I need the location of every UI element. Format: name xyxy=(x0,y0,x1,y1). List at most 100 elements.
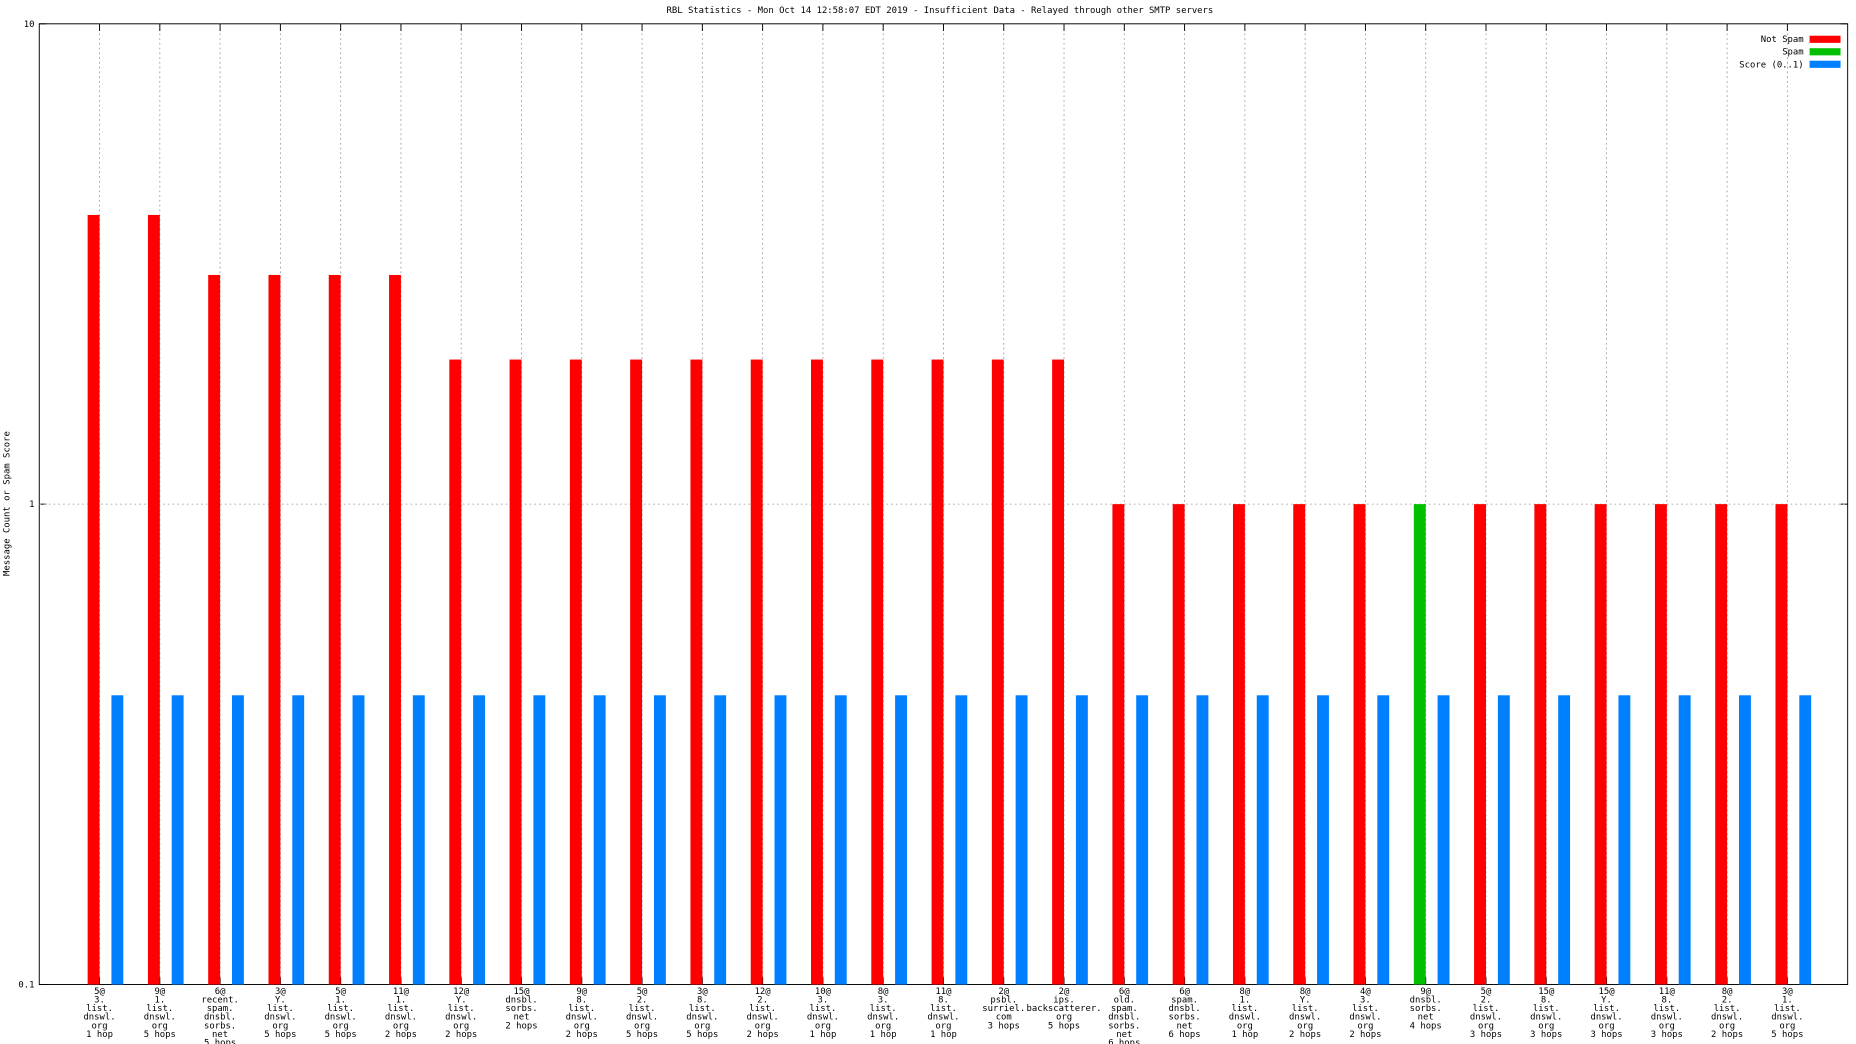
bar xyxy=(690,359,703,985)
bar xyxy=(593,695,606,985)
x-tick-label: 5@ 2. list. dnswl. org 3 hops xyxy=(1470,987,1502,1040)
x-tick-label: 5@ 2. list. dnswl. org 5 hops xyxy=(626,987,658,1040)
bar xyxy=(1136,695,1149,985)
bar xyxy=(1474,504,1486,985)
bar xyxy=(1256,695,1269,985)
x-tick-label: 15@ Y. list. dnswl. org 3 hops xyxy=(1590,987,1622,1040)
legend-label: Score (0..1) xyxy=(1739,60,1803,70)
x-tick-label: 8@ Y. list. dnswl. org 2 hops xyxy=(1289,987,1321,1040)
x-tick-label: 12@ 2. list. dnswl. org 2 hops xyxy=(747,987,779,1040)
bar xyxy=(1377,695,1390,985)
bar xyxy=(1196,695,1209,985)
x-tick-label: 15@ 8. list. dnswl. org 3 hops xyxy=(1530,987,1562,1040)
bar xyxy=(1715,504,1728,985)
bar xyxy=(1534,504,1547,985)
x-tick-label: 6@ recent. spam. dnsbl. sorbs. net 5 hops xyxy=(201,987,239,1044)
bar xyxy=(208,274,221,985)
y-axis-label: Message Count or Spam Score xyxy=(3,431,13,576)
bar xyxy=(533,695,546,985)
x-tick-label: 6@ old. spam. dnsbl. sorbs. net 6 hops xyxy=(1108,987,1140,1044)
x-tick-label: 9@ dnsbl. sorbs. net 4 hops xyxy=(1410,987,1442,1031)
x-tick-label: 5@ 3. list. dnswl. org 1 hop xyxy=(83,987,115,1040)
x-tick-label: 11@ 1. list. dnswl. org 2 hops xyxy=(385,987,417,1040)
legend-label: Spam xyxy=(1782,48,1803,58)
bar xyxy=(1293,504,1306,985)
x-tick-label: 3@ 8. list. dnswl. org 5 hops xyxy=(686,987,718,1040)
bar xyxy=(412,695,425,985)
bar xyxy=(389,274,401,985)
bar xyxy=(834,695,847,985)
legend-swatch xyxy=(1809,35,1841,43)
x-tick-label: 8@ 2. list. dnswl. org 2 hops xyxy=(1711,987,1743,1040)
bar xyxy=(292,695,305,985)
bar xyxy=(1775,504,1788,985)
chart-title: RBL Statistics - Mon Oct 14 12:58:07 EDT… xyxy=(667,6,1214,16)
bar xyxy=(1558,695,1571,985)
legend-swatch xyxy=(1809,48,1841,56)
bar xyxy=(509,359,522,985)
x-tick-label: 11@ 8. list. dnswl. org 3 hops xyxy=(1651,987,1683,1040)
bar xyxy=(1052,359,1065,985)
bar xyxy=(449,359,462,985)
bar xyxy=(653,695,666,985)
x-tick-label: 2@ psbl. surriel. com 3 hops xyxy=(982,987,1025,1031)
bar xyxy=(1678,695,1691,985)
bar xyxy=(630,359,643,985)
x-tick-label: 8@ 3. list. dnswl. org 1 hop xyxy=(867,987,899,1040)
x-tick-label: 12@ Y. list. dnswl. org 2 hops xyxy=(445,987,477,1040)
x-tick-label: 9@ 1. list. dnswl. org 5 hops xyxy=(144,987,176,1040)
x-tick-label: 10@ 3. list. dnswl. org 1 hop xyxy=(807,987,839,1040)
bar xyxy=(569,359,582,985)
bar xyxy=(1112,504,1125,985)
bar xyxy=(1413,504,1426,985)
x-tick-label: 11@ 8. list. dnswl. org 1 hop xyxy=(927,987,959,1040)
bar xyxy=(1075,695,1088,985)
bar xyxy=(1799,695,1812,985)
bar xyxy=(1618,695,1631,985)
bar xyxy=(171,695,184,985)
bar xyxy=(268,274,281,985)
bar xyxy=(774,695,787,985)
bar xyxy=(1497,695,1510,985)
y-tick-label: 0.1 xyxy=(18,980,34,990)
x-tick-label: 15@ dnsbl. sorbs. net 2 hops xyxy=(505,987,537,1031)
bar xyxy=(1172,504,1185,985)
bar xyxy=(714,695,727,985)
x-tick-label: 3@ Y. list. dnswl. org 5 hops xyxy=(264,987,296,1040)
bar xyxy=(1437,695,1450,985)
bar xyxy=(750,359,763,985)
bar xyxy=(1739,695,1751,985)
bar xyxy=(811,359,823,985)
bar xyxy=(111,695,124,985)
bar xyxy=(955,695,968,985)
bar xyxy=(1594,504,1607,985)
bar xyxy=(87,214,100,985)
legend-label: Not Spam xyxy=(1761,35,1804,45)
bar xyxy=(871,359,884,985)
bar xyxy=(1654,504,1667,985)
bar xyxy=(1317,695,1329,985)
bar xyxy=(1353,504,1366,985)
bar xyxy=(991,359,1004,985)
x-tick-label: 8@ 1. list. dnswl. org 1 hop xyxy=(1229,987,1261,1040)
x-tick-label: 6@ spam. dnsbl. sorbs. net 6 hops xyxy=(1168,987,1200,1040)
x-tick-label: 2@ ips. backscatterer. org 5 hops xyxy=(1026,987,1101,1031)
bar xyxy=(1232,504,1245,985)
bar xyxy=(473,695,486,985)
y-tick-label: 1 xyxy=(29,500,34,510)
bar xyxy=(232,695,244,985)
bar xyxy=(328,274,341,985)
bar xyxy=(895,695,907,985)
x-tick-label: 5@ 1. list. dnswl. org 5 hops xyxy=(325,987,357,1040)
legend-swatch xyxy=(1809,60,1841,68)
y-tick-label: 10 xyxy=(24,20,35,30)
x-tick-label: 3@ 1. list. dnswl. org 5 hops xyxy=(1771,987,1803,1040)
bar xyxy=(352,695,365,985)
x-tick-label: 4@ 3. list. dnswl. org 2 hops xyxy=(1349,987,1381,1040)
bar xyxy=(1015,695,1028,985)
bar xyxy=(147,214,160,985)
x-tick-label: 9@ 8. list. dnswl. org 2 hops xyxy=(566,987,598,1040)
bar xyxy=(931,359,944,985)
